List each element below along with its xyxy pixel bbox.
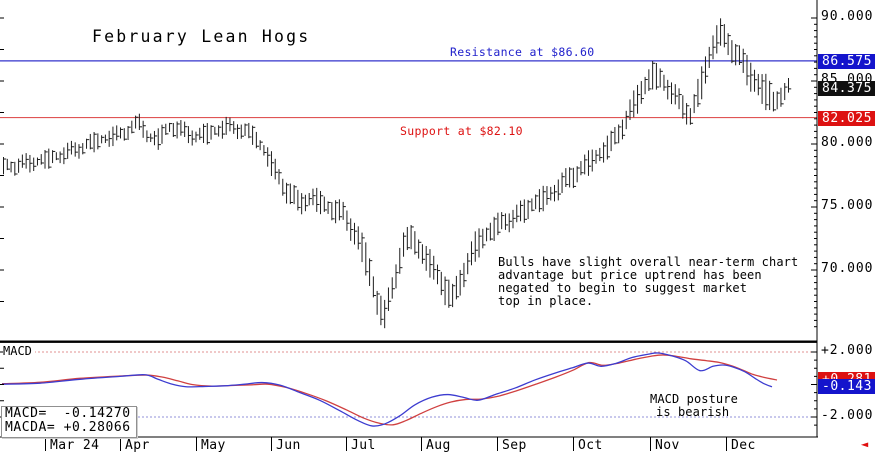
price-axis-label-75.000: 75.000 bbox=[821, 198, 874, 213]
x-axis-label-aug: Aug bbox=[426, 438, 451, 453]
macd-axis-label--2: -2.000 bbox=[821, 408, 874, 423]
x-axis-label-jun: Jun bbox=[276, 438, 301, 453]
macd-panel-label: MACD bbox=[3, 345, 35, 358]
bulls-note-line-2: advantage but price uptrend has been bbox=[498, 268, 762, 282]
x-axis-label-sep: Sep bbox=[502, 438, 527, 453]
macda-value-text: MACDA= +0.28066 bbox=[5, 420, 131, 435]
scroll-right-arrow-icon[interactable]: ◄ bbox=[861, 437, 869, 451]
resistance-label: Resistance at $86.60 bbox=[450, 45, 595, 59]
macd-line bbox=[1, 352, 773, 427]
support-label: Support at $82.10 bbox=[400, 124, 523, 138]
macd-value-infobox: MACD= -0.14270 MACDA= +0.28066 bbox=[1, 406, 137, 438]
chart-title: February Lean Hogs bbox=[92, 27, 311, 46]
last-price-badge: 84.375 bbox=[818, 81, 875, 97]
support-price-badge: 82.025 bbox=[818, 110, 875, 126]
price-axis-label-90.000: 90.000 bbox=[821, 9, 874, 24]
x-axis-label-mar: Mar 24 bbox=[50, 438, 100, 453]
price-axis-label-80.000: 80.000 bbox=[821, 135, 874, 150]
price-axis-label-70.000: 70.000 bbox=[821, 261, 874, 276]
x-axis-label-dec: Dec bbox=[731, 438, 756, 453]
x-axis-label-apr: Apr bbox=[125, 438, 150, 453]
x-axis-label-may: May bbox=[201, 438, 226, 453]
macd-posture-line-1: MACD posture bbox=[650, 392, 738, 406]
macd-value-badge: -0.143 bbox=[818, 379, 875, 395]
macd-value-text: MACD= -0.14270 bbox=[5, 406, 131, 421]
x-axis-label-oct: Oct bbox=[578, 438, 603, 453]
macd-axis-label-2: +2.000 bbox=[821, 343, 874, 358]
bulls-note-line-3: negated to begin to suggest market bbox=[498, 281, 748, 295]
x-axis-label-jul: Jul bbox=[351, 438, 376, 453]
macda-line bbox=[1, 354, 778, 426]
macd-posture-line-2: is bearish bbox=[656, 405, 730, 419]
bulls-note-line-1: Bulls have slight overall near-term char… bbox=[498, 255, 799, 269]
x-axis-label-nov: Nov bbox=[655, 438, 680, 453]
bulls-note-line-4: top in place. bbox=[498, 294, 594, 308]
resistance-price-badge: 86.575 bbox=[818, 53, 875, 69]
